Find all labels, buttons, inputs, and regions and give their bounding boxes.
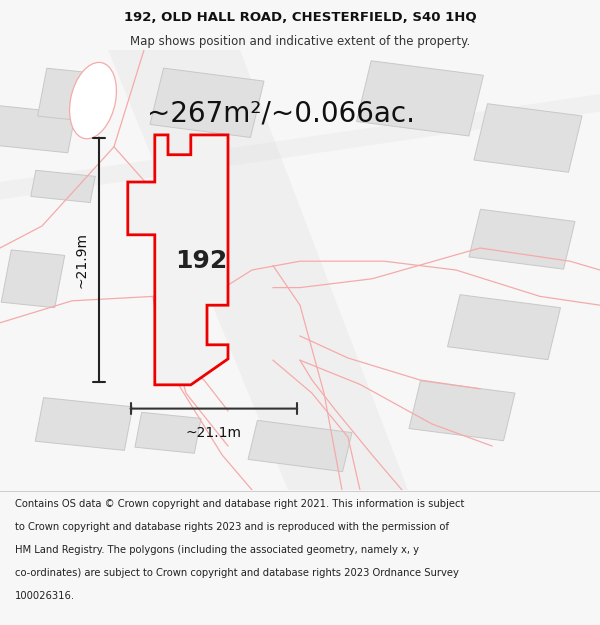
Polygon shape — [128, 135, 228, 385]
Text: co-ordinates) are subject to Crown copyright and database rights 2023 Ordnance S: co-ordinates) are subject to Crown copyr… — [15, 568, 459, 578]
Text: Contains OS data © Crown copyright and database right 2021. This information is : Contains OS data © Crown copyright and d… — [15, 499, 464, 509]
Polygon shape — [248, 421, 352, 472]
Text: ~267m²/~0.066ac.: ~267m²/~0.066ac. — [147, 100, 415, 127]
Text: ~21.1m: ~21.1m — [186, 426, 242, 440]
Polygon shape — [409, 381, 515, 441]
Polygon shape — [469, 209, 575, 269]
Polygon shape — [35, 398, 133, 451]
Text: 100026316.: 100026316. — [15, 591, 75, 601]
Polygon shape — [474, 104, 582, 172]
Text: 192, OLD HALL ROAD, CHESTERFIELD, S40 1HQ: 192, OLD HALL ROAD, CHESTERFIELD, S40 1H… — [124, 11, 476, 24]
Polygon shape — [150, 68, 264, 138]
Polygon shape — [1, 250, 65, 308]
Text: 192: 192 — [175, 249, 227, 273]
Polygon shape — [31, 170, 95, 202]
Text: HM Land Registry. The polygons (including the associated geometry, namely x, y: HM Land Registry. The polygons (includin… — [15, 546, 419, 556]
Polygon shape — [38, 68, 82, 120]
Text: Map shows position and indicative extent of the property.: Map shows position and indicative extent… — [130, 35, 470, 48]
Polygon shape — [108, 50, 408, 490]
Polygon shape — [0, 94, 600, 199]
Polygon shape — [448, 295, 560, 360]
Text: ~21.9m: ~21.9m — [74, 232, 88, 288]
Text: to Crown copyright and database rights 2023 and is reproduced with the permissio: to Crown copyright and database rights 2… — [15, 522, 449, 532]
Polygon shape — [0, 106, 76, 152]
Polygon shape — [135, 412, 201, 453]
Polygon shape — [356, 61, 484, 136]
Ellipse shape — [70, 62, 116, 139]
